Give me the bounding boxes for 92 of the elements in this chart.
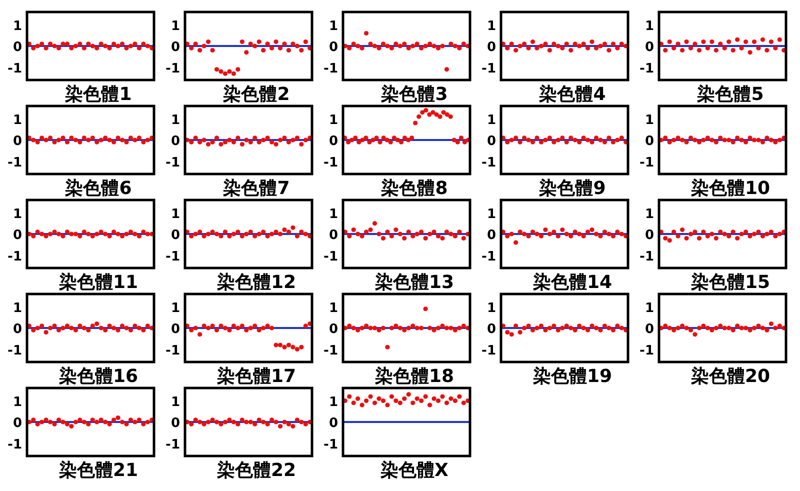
y-tick-label: 1 bbox=[644, 206, 654, 222]
y-tick-label: 1 bbox=[644, 112, 654, 128]
x-axis-title: 染色體14 bbox=[532, 272, 612, 293]
y-tick-label: 0 bbox=[486, 40, 496, 55]
y-tick-label: -1 bbox=[166, 249, 180, 264]
y-tick-label: -1 bbox=[166, 437, 180, 452]
y-tick-label: -1 bbox=[166, 343, 180, 358]
y-tick-label: 0 bbox=[12, 134, 22, 149]
y-tick-label: 0 bbox=[170, 416, 180, 431]
y-tick-label: 1 bbox=[328, 206, 338, 222]
x-axis-title: 染色體3 bbox=[380, 84, 448, 105]
x-axis-title: 染色體19 bbox=[532, 366, 612, 387]
x-axis-title: 染色體2 bbox=[222, 84, 290, 105]
y-tick-label: 0 bbox=[12, 228, 22, 243]
y-tick-label: -1 bbox=[8, 437, 22, 452]
y-tick-label: 1 bbox=[486, 18, 496, 34]
y-tick-label: -1 bbox=[640, 155, 654, 170]
y-tick-label: -1 bbox=[166, 61, 180, 76]
x-axis-title: 染色體21 bbox=[58, 460, 138, 481]
x-axis-title: 染色體22 bbox=[216, 460, 296, 481]
x-axis-title: 染色體1 bbox=[64, 84, 132, 105]
x-axis-title: 染色體9 bbox=[538, 178, 606, 199]
y-tick-label: 0 bbox=[486, 228, 496, 243]
y-tick-label: 1 bbox=[170, 300, 180, 316]
y-tick-label: -1 bbox=[482, 249, 496, 264]
y-tick-label: 1 bbox=[170, 18, 180, 34]
y-tick-label: 1 bbox=[328, 112, 338, 128]
y-tick-label: -1 bbox=[324, 61, 338, 76]
x-axis-title: 染色體13 bbox=[374, 272, 454, 293]
y-tick-label: 0 bbox=[328, 322, 338, 337]
x-axis-title: 染色體11 bbox=[58, 272, 138, 293]
y-tick-label: -1 bbox=[482, 155, 496, 170]
y-tick-label: 1 bbox=[170, 112, 180, 128]
y-tick-label: 1 bbox=[170, 394, 180, 410]
x-axis-title: 染色體8 bbox=[380, 178, 448, 199]
y-tick-label: 0 bbox=[170, 40, 180, 55]
y-tick-label: 1 bbox=[328, 18, 338, 34]
x-axis-title: 染色體15 bbox=[690, 272, 770, 293]
y-tick-label: 1 bbox=[328, 300, 338, 316]
y-tick-label: 0 bbox=[12, 322, 22, 337]
y-tick-label: 0 bbox=[12, 40, 22, 55]
y-tick-label: -1 bbox=[324, 249, 338, 264]
y-tick-label: -1 bbox=[324, 343, 338, 358]
x-axis-title: 染色體7 bbox=[222, 178, 290, 199]
y-tick-label: 0 bbox=[328, 228, 338, 243]
y-tick-label: 0 bbox=[644, 134, 654, 149]
y-tick-label: 0 bbox=[328, 416, 338, 431]
x-axis-title: 染色體17 bbox=[216, 366, 296, 387]
y-tick-label: 0 bbox=[328, 40, 338, 55]
y-tick-label: 0 bbox=[170, 322, 180, 337]
y-tick-label: 1 bbox=[486, 112, 496, 128]
y-tick-label: 0 bbox=[644, 40, 654, 55]
y-tick-label: 1 bbox=[328, 394, 338, 410]
y-tick-label: 1 bbox=[12, 300, 22, 316]
x-axis-title: 染色體4 bbox=[538, 84, 606, 105]
y-tick-label: 0 bbox=[170, 228, 180, 243]
y-tick-label: -1 bbox=[8, 249, 22, 264]
y-tick-label: -1 bbox=[166, 155, 180, 170]
y-tick-label: 1 bbox=[12, 18, 22, 34]
y-tick-label: -1 bbox=[8, 155, 22, 170]
y-tick-label: 1 bbox=[12, 394, 22, 410]
y-tick-label: 1 bbox=[12, 112, 22, 128]
y-tick-label: 0 bbox=[170, 134, 180, 149]
y-tick-label: -1 bbox=[8, 61, 22, 76]
y-tick-label: -1 bbox=[324, 437, 338, 452]
y-tick-label: 1 bbox=[644, 18, 654, 34]
y-tick-label: -1 bbox=[324, 155, 338, 170]
y-tick-label: 1 bbox=[486, 206, 496, 222]
x-axis-title: 染色體6 bbox=[64, 178, 132, 199]
y-tick-label: 0 bbox=[486, 322, 496, 337]
y-tick-label: 0 bbox=[12, 416, 22, 431]
y-tick-label: -1 bbox=[640, 343, 654, 358]
y-tick-label: -1 bbox=[640, 249, 654, 264]
x-axis-title: 染色體X bbox=[380, 460, 449, 481]
y-tick-label: -1 bbox=[482, 343, 496, 358]
y-tick-label: -1 bbox=[482, 61, 496, 76]
x-axis-title: 染色體16 bbox=[58, 366, 138, 387]
y-tick-label: 1 bbox=[12, 206, 22, 222]
y-tick-label: 1 bbox=[170, 206, 180, 222]
x-axis-title: 染色體20 bbox=[690, 366, 770, 387]
x-axis-title: 染色體10 bbox=[690, 178, 770, 199]
y-tick-label: 1 bbox=[486, 300, 496, 316]
y-tick-label: 0 bbox=[644, 322, 654, 337]
y-tick-label: -1 bbox=[640, 61, 654, 76]
x-axis-title: 染色體18 bbox=[374, 366, 454, 387]
y-tick-label: 0 bbox=[328, 134, 338, 149]
y-tick-label: 0 bbox=[644, 228, 654, 243]
x-axis-title: 染色體5 bbox=[696, 84, 764, 105]
y-tick-label: -1 bbox=[8, 343, 22, 358]
y-tick-label: 1 bbox=[644, 300, 654, 316]
x-axis-title: 染色體12 bbox=[216, 272, 296, 293]
y-tick-label: 0 bbox=[486, 134, 496, 149]
